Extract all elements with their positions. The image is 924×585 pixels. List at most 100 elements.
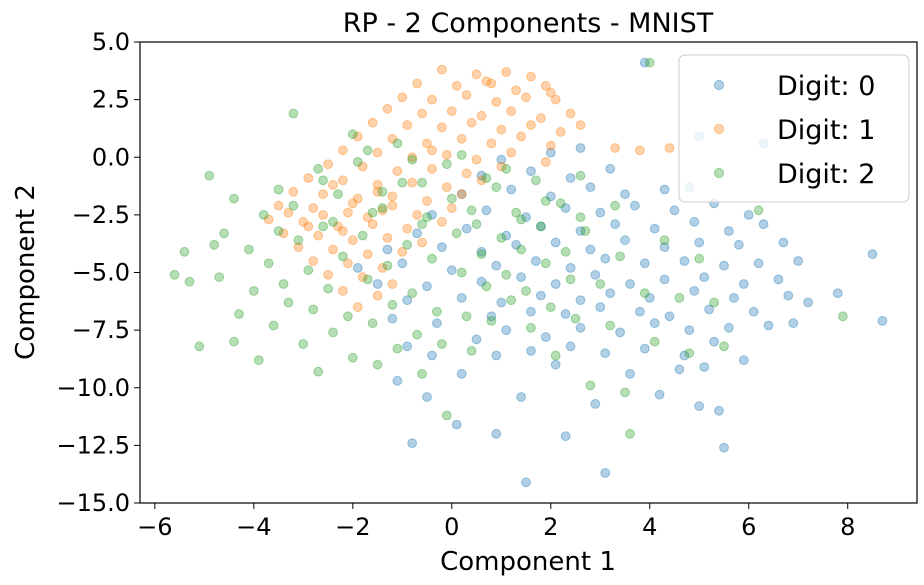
- series-0-point: [402, 295, 413, 306]
- series-0-point: [719, 442, 729, 453]
- series-0-point: [803, 297, 813, 308]
- series-1-point: [387, 133, 398, 144]
- series-0-point: [575, 295, 586, 306]
- series-2-point: [234, 309, 244, 319]
- series-2-point: [328, 327, 338, 338]
- series-1-point: [526, 120, 536, 130]
- series-2-point: [362, 145, 373, 156]
- series-1-point: [476, 175, 487, 186]
- series-0-point: [743, 210, 754, 220]
- series-0-point: [427, 350, 437, 361]
- series-1-point: [377, 205, 388, 216]
- series-0-point: [491, 428, 502, 439]
- series-2-point: [491, 182, 502, 193]
- series-1-point: [397, 246, 408, 257]
- series-1-point: [298, 216, 309, 227]
- series-0-point: [773, 274, 784, 285]
- series-2-point: [417, 219, 428, 230]
- series-2-point: [417, 177, 428, 188]
- series-0-point: [669, 205, 680, 216]
- series-1-point: [402, 223, 413, 234]
- series-2-point: [753, 205, 764, 216]
- series-2-point: [511, 207, 521, 218]
- series-2-point: [367, 207, 378, 218]
- series-0-point: [600, 348, 611, 359]
- x-tick-label: −2: [335, 513, 370, 541]
- series-0-point: [456, 189, 467, 200]
- series-0-point: [476, 246, 487, 257]
- legend-marker: [713, 123, 725, 135]
- series-2-point: [372, 359, 383, 370]
- series-0-point: [738, 355, 749, 366]
- series-1-point: [372, 180, 383, 190]
- legend-marker: [713, 167, 725, 179]
- series-2-point: [446, 193, 457, 204]
- series-1-point: [417, 108, 428, 119]
- series-1-point: [412, 78, 423, 89]
- series-0-point: [694, 237, 705, 248]
- series-0-point: [625, 279, 635, 289]
- series-0-point: [649, 223, 660, 234]
- y-tick-label: −15.0: [56, 489, 130, 517]
- series-0-point: [704, 304, 714, 315]
- series-2-point: [580, 226, 591, 236]
- series-0-point: [639, 258, 650, 269]
- series-0-point: [867, 249, 878, 260]
- series-2-point: [293, 235, 304, 246]
- series-0-point: [679, 350, 690, 361]
- series-0-point: [451, 419, 462, 430]
- series-2-point: [620, 387, 630, 398]
- series-1-point: [352, 302, 363, 313]
- series-1-point: [382, 103, 393, 114]
- series-0-point: [506, 184, 517, 195]
- series-0-point: [540, 332, 551, 342]
- series-1-point: [407, 177, 418, 188]
- series-2-point: [333, 189, 343, 200]
- series-0-point: [694, 401, 705, 412]
- series-0-point: [516, 392, 526, 402]
- y-tick-label: −5.0: [72, 259, 130, 287]
- series-0-point: [585, 244, 596, 255]
- series-2-point: [313, 163, 324, 174]
- series-1-point: [437, 216, 447, 227]
- series-1-point: [318, 189, 329, 200]
- series-0-point: [471, 334, 482, 345]
- series-1-point: [664, 143, 675, 153]
- series-1-point: [506, 106, 517, 116]
- series-0-point: [521, 477, 531, 488]
- ticks-layer: −6 −4 −2 0 2 4 6 8 5.0 2.5 0.0 −2.5 −5.0 −7.5 −10.0 −12…: [56, 28, 855, 541]
- series-1-point: [387, 191, 398, 202]
- series-2-point: [219, 228, 230, 239]
- series-0-point: [565, 173, 576, 183]
- series-1-point: [496, 161, 507, 172]
- series-0-point: [392, 375, 403, 386]
- series-1-point: [427, 94, 437, 105]
- series-1-point: [338, 175, 348, 186]
- series-0-point: [654, 389, 665, 400]
- series-2-point: [615, 251, 625, 262]
- series-0-point: [783, 290, 794, 301]
- series-2-point: [481, 281, 492, 292]
- series-1-point: [471, 154, 482, 165]
- series-1-point: [536, 113, 546, 123]
- y-tick-label: 2.5: [92, 86, 130, 114]
- x-tick-label: 4: [642, 513, 657, 541]
- series-2-point: [471, 219, 482, 230]
- series-0-point: [432, 318, 442, 329]
- series-0-point: [565, 341, 576, 352]
- series-0-point: [427, 210, 437, 220]
- series-2-point: [719, 341, 729, 352]
- x-tick-label: 6: [741, 513, 756, 541]
- series-2-point: [422, 212, 432, 223]
- series-2-point: [526, 322, 536, 333]
- series-1-point: [461, 90, 472, 100]
- series-2-point: [417, 369, 428, 379]
- series-1-point: [540, 80, 551, 91]
- series-2-point: [560, 246, 571, 257]
- legend-label: Digit: 0: [777, 71, 875, 102]
- series-0-point: [724, 322, 734, 333]
- series-0-point: [352, 263, 363, 273]
- series-0-point: [738, 279, 749, 289]
- series-2-point: [343, 311, 353, 322]
- series-0-point: [476, 276, 487, 287]
